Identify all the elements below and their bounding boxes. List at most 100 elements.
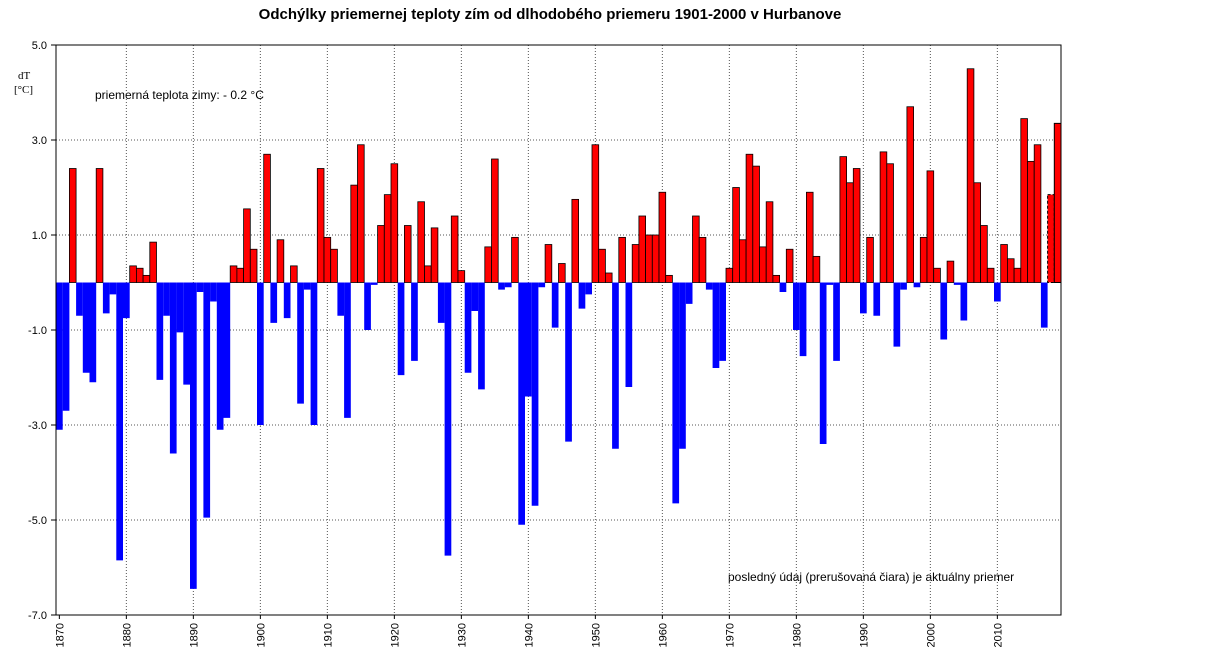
y-tick-label: 5.0 (32, 40, 47, 52)
bar-1995 (893, 282, 901, 347)
bar-1946 (565, 282, 572, 442)
bar-1902 (270, 282, 278, 323)
bar-1898 (243, 208, 251, 283)
bar-1935 (491, 158, 499, 283)
bar-2008 (980, 225, 988, 283)
bar-1986 (833, 282, 840, 361)
bar-1971 (732, 187, 740, 283)
bar-1999 (919, 236, 928, 283)
bar-1947 (571, 198, 580, 283)
bar-1961 (665, 274, 673, 283)
x-tick-label: 1890 (188, 623, 200, 647)
axes: 5.0 3.0 1.0 -1.0 -3.0 -5.0 -7.0 1870 1880 1890 190… (28, 40, 1062, 647)
bar-1969 (719, 282, 726, 361)
bar-2005 (960, 282, 968, 321)
bar-1928 (444, 282, 452, 556)
bar-1905 (290, 265, 298, 283)
x-tick-label: 1960 (657, 623, 669, 647)
bar-1890 (190, 282, 197, 589)
bar-1888 (176, 282, 184, 333)
bar-1914 (350, 184, 358, 283)
bar-1958 (645, 234, 653, 283)
last-value-annotation: posledný údaj (prerušovaná čiara) je akt… (728, 570, 1015, 584)
bar-1964 (685, 282, 693, 304)
chart-title: Odchýlky priemernej teploty zím od dlhod… (258, 6, 842, 23)
bar-1903 (276, 239, 285, 283)
x-tick-label: 1880 (121, 623, 133, 647)
bar-2001 (933, 267, 941, 283)
bar-2012 (1007, 258, 1015, 283)
bar-1877 (102, 282, 110, 314)
x-tick-label: 1940 (523, 623, 535, 647)
bar-1944 (551, 282, 559, 328)
y-tick-label: -3.0 (28, 420, 47, 432)
bar-2009 (986, 267, 995, 283)
bar-1990 (860, 282, 867, 314)
bar-2015 (1027, 160, 1035, 283)
bar-1966 (698, 236, 707, 283)
bar-1970 (725, 267, 734, 283)
bar-1956 (631, 244, 640, 283)
mean-temperature-annotation: priemerná teplota zimy: - 0.2 °C (95, 88, 264, 102)
bar-1952 (605, 272, 613, 283)
bar-1926 (430, 227, 439, 283)
bar-1871 (62, 282, 70, 411)
bar-1893 (210, 282, 217, 302)
bar-1978 (779, 282, 787, 292)
bar-1976 (765, 201, 774, 283)
bar-1876 (95, 168, 104, 283)
bar-1997 (906, 106, 915, 283)
bar-1918 (377, 225, 385, 283)
bar-1916 (364, 282, 371, 330)
bar-2013 (1013, 267, 1022, 283)
bar-1955 (625, 282, 633, 387)
bar-1900 (257, 282, 264, 425)
bar-1951 (598, 248, 606, 283)
bar-1988 (846, 182, 854, 283)
bar-1987 (839, 156, 848, 283)
bar-1892 (203, 282, 211, 518)
bar-1936 (498, 282, 505, 290)
bar-1875 (89, 282, 97, 383)
bar-2004 (953, 282, 961, 285)
bar-1929 (450, 215, 459, 283)
bar-1945 (558, 263, 566, 283)
bar-1981 (799, 282, 807, 357)
x-tick-label: 1980 (791, 623, 803, 647)
bar-1904 (283, 282, 291, 319)
bar-1960 (658, 191, 667, 283)
y-tick-label: -1.0 (28, 325, 47, 337)
bar-1983 (812, 255, 821, 283)
bar-1993 (879, 151, 888, 283)
bar-1917 (370, 282, 378, 285)
bar-2014 (1020, 118, 1028, 283)
x-tick-label: 2000 (925, 623, 937, 647)
bar-1883 (142, 274, 151, 283)
bar-1950 (591, 144, 600, 283)
y-tick-label: 3.0 (32, 135, 47, 147)
bar-1954 (618, 236, 626, 283)
bar-1915 (357, 144, 365, 283)
bar-1989 (852, 168, 861, 283)
bar-1911 (330, 248, 338, 283)
bar-1980 (793, 282, 800, 330)
bar-1938 (511, 236, 519, 283)
x-tick-label: 1970 (724, 623, 736, 647)
bar-1885 (156, 282, 164, 380)
x-tick-label: 1930 (456, 623, 468, 647)
bar-1933 (478, 282, 485, 390)
bar-1874 (82, 282, 90, 373)
bar-1909 (316, 168, 325, 283)
bar-1870 (56, 282, 63, 430)
bar-1924 (417, 201, 425, 283)
bar-1948 (578, 282, 586, 309)
bar-1886 (163, 282, 170, 316)
bar-1991 (866, 236, 874, 283)
bar-1896 (229, 265, 238, 283)
bar-1984 (819, 282, 827, 444)
bar-1913 (344, 282, 351, 418)
bar-1881 (129, 265, 137, 283)
bar-1880 (123, 282, 130, 319)
bar-1934 (484, 246, 492, 283)
bar-1884 (149, 241, 157, 283)
